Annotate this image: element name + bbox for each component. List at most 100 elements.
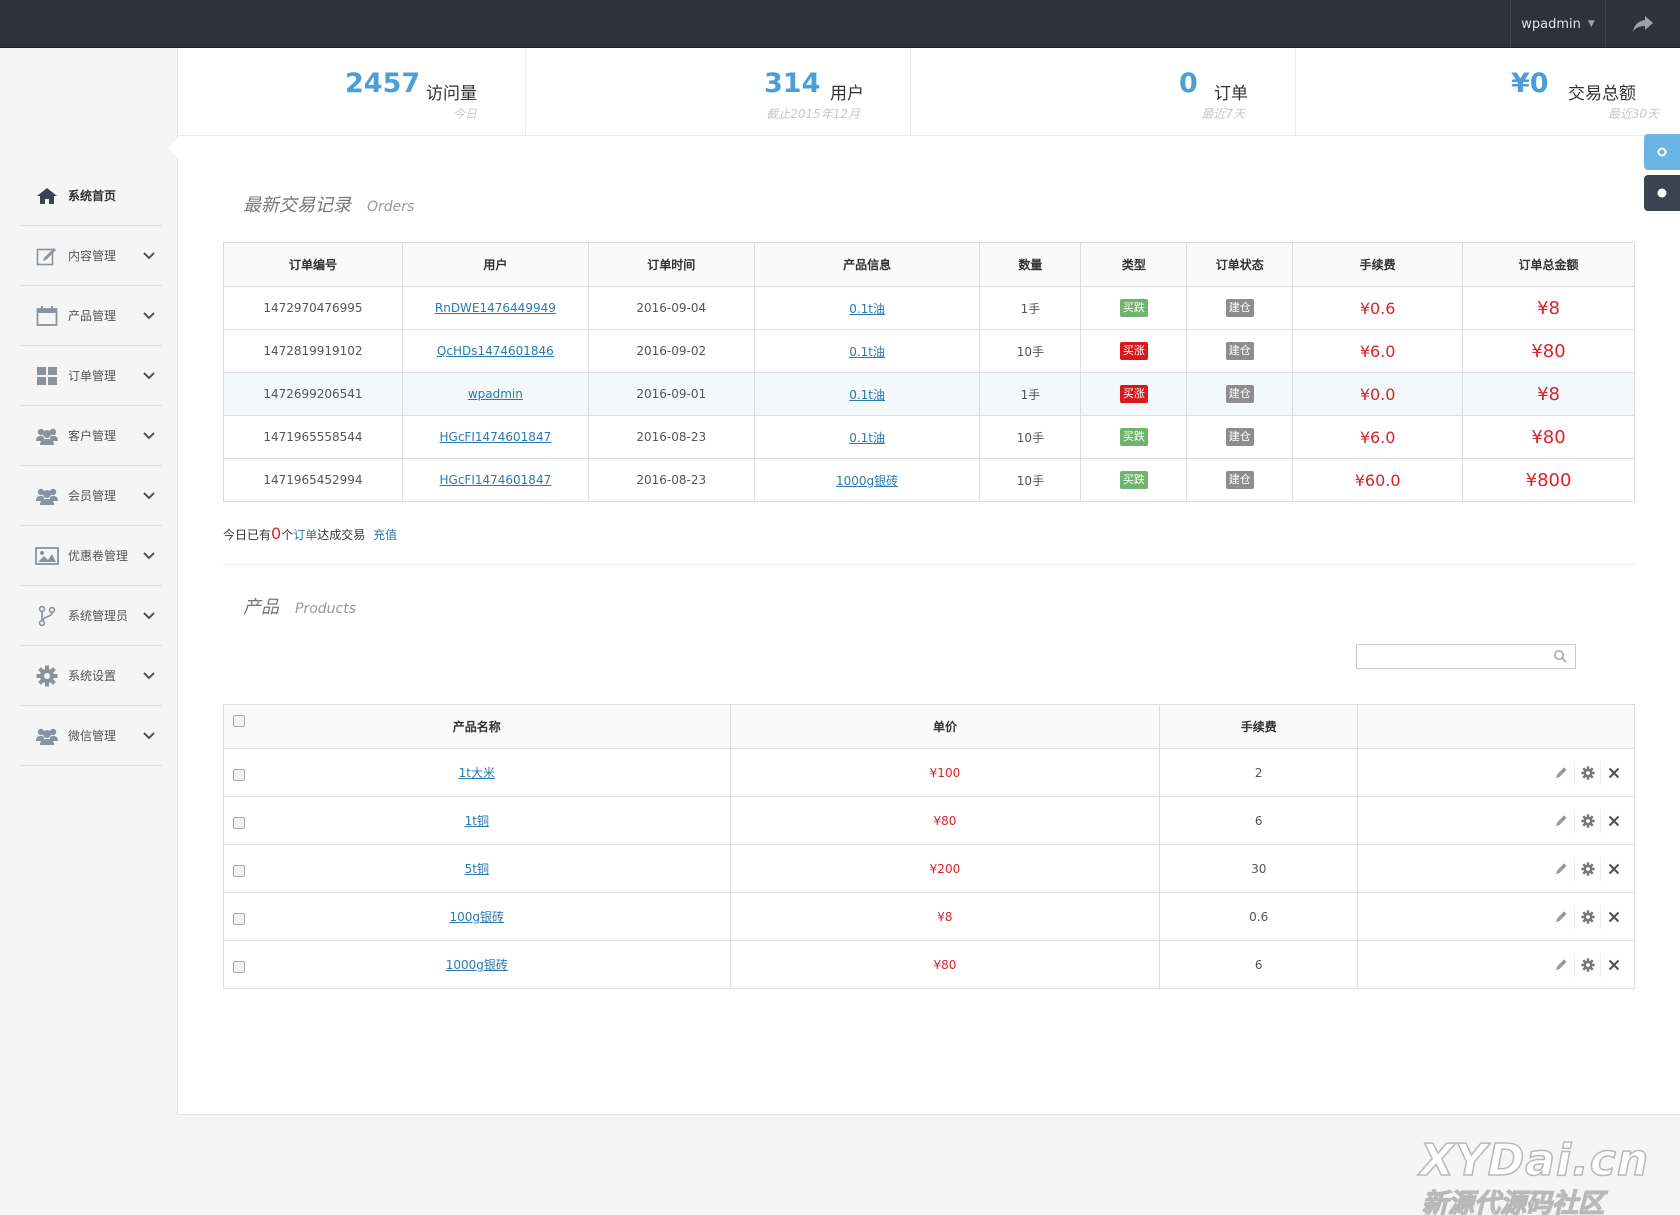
user-link[interactable]: HGcFI1474601847 bbox=[439, 430, 552, 444]
type-badge: 买涨 bbox=[1119, 385, 1148, 403]
sidebar-item[interactable]: 系统管理员 bbox=[20, 586, 162, 646]
sidebar-item[interactable]: 会员管理 bbox=[20, 466, 162, 526]
user-link[interactable]: QcHDs1474601846 bbox=[436, 344, 554, 358]
stats-bar: 2457 访问量 今日 314 用户 截止2015年12月 0 订单 最近7天 … bbox=[178, 48, 1680, 136]
sidebar-item[interactable]: 优惠卷管理 bbox=[20, 526, 162, 586]
delete-close-icon[interactable] bbox=[1600, 808, 1626, 833]
fee-value: ¥0.6 bbox=[1292, 286, 1464, 330]
table-row: 1471965452994 HGcFI1474601847 2016-08-23 10… bbox=[223, 458, 1635, 502]
logout-button[interactable] bbox=[1606, 0, 1680, 48]
user-link[interactable]: HGcFI1474601847 bbox=[439, 473, 552, 487]
stat-value: 314 bbox=[764, 68, 821, 99]
product-link[interactable]: 0.1t油 bbox=[849, 301, 885, 316]
sidebar-item[interactable]: 订单管理 bbox=[20, 346, 162, 406]
users-icon bbox=[34, 723, 60, 749]
fee-value: ¥6.0 bbox=[1292, 415, 1464, 459]
main-content: 2457 访问量 今日 314 用户 截止2015年12月 0 订单 最近7天 … bbox=[177, 48, 1680, 1115]
settings-gear-icon[interactable] bbox=[1574, 952, 1600, 977]
product-fee: 2 bbox=[1159, 748, 1359, 797]
sidebar-item-label: 微信管理 bbox=[68, 729, 117, 743]
edit-pencil-icon[interactable] bbox=[1548, 857, 1574, 881]
edit-pencil-icon[interactable] bbox=[1548, 809, 1574, 833]
stat-subtitle: 截止2015年12月 bbox=[766, 107, 860, 121]
sidebar-item[interactable]: 微信管理 bbox=[20, 706, 162, 766]
product-name-link[interactable]: 100g银砖 bbox=[449, 910, 505, 924]
product-link[interactable]: 0.1t油 bbox=[849, 387, 885, 402]
delete-close-icon[interactable] bbox=[1600, 760, 1626, 785]
theme-toggle-tab-blue[interactable] bbox=[1644, 134, 1680, 170]
product-fee: 0.6 bbox=[1159, 892, 1359, 941]
row-checkbox[interactable] bbox=[233, 769, 245, 781]
edit-pencil-icon[interactable] bbox=[1548, 905, 1574, 929]
row-checkbox[interactable] bbox=[233, 817, 245, 829]
row-actions bbox=[1358, 856, 1634, 881]
username-label: wpadmin bbox=[1521, 16, 1581, 32]
row-checkbox[interactable] bbox=[233, 913, 245, 925]
watermark-logo: XYDai.cn 新源代源码社区 bbox=[1419, 1134, 1670, 1215]
product-link[interactable]: 0.1t油 bbox=[849, 430, 885, 445]
status-badge: 建仓 bbox=[1225, 299, 1254, 317]
sidebar-item[interactable]: 内容管理 bbox=[20, 226, 162, 286]
user-menu-dropdown[interactable]: wpadmin ▼ bbox=[1510, 0, 1606, 48]
delete-close-icon[interactable] bbox=[1600, 856, 1626, 881]
delete-close-icon[interactable] bbox=[1600, 952, 1626, 977]
settings-gear-icon[interactable] bbox=[1574, 760, 1600, 785]
search-icon[interactable] bbox=[1553, 649, 1567, 663]
status-badge: 建仓 bbox=[1225, 342, 1254, 360]
settings-gear-icon[interactable] bbox=[1574, 904, 1600, 929]
type-badge: 买跌 bbox=[1119, 428, 1148, 446]
row-checkbox[interactable] bbox=[233, 961, 245, 973]
select-all-checkbox[interactable] bbox=[233, 715, 245, 727]
row-checkbox[interactable] bbox=[233, 865, 245, 877]
settings-gear-icon[interactable] bbox=[1574, 856, 1600, 881]
sidebar-item[interactable]: 客户管理 bbox=[20, 406, 162, 466]
product-name-link[interactable]: 5t铜 bbox=[464, 862, 489, 876]
product-link[interactable]: 0.1t油 bbox=[849, 344, 885, 359]
table-row: 100g银砖 ¥8 0.6 bbox=[223, 892, 1635, 941]
settings-gear-icon[interactable] bbox=[1574, 808, 1600, 833]
column-header: 订单状态 bbox=[1186, 242, 1294, 287]
stat-visits: 2457 访问量 今日 bbox=[178, 48, 526, 136]
order-quantity: 10手 bbox=[979, 415, 1082, 459]
column-header: 订单编号 bbox=[223, 242, 403, 287]
fee-value: ¥6.0 bbox=[1292, 329, 1464, 373]
row-actions bbox=[1358, 904, 1634, 929]
share-arrow-icon bbox=[1633, 16, 1653, 32]
summary-orders-link[interactable]: 订单 bbox=[293, 528, 318, 542]
column-header: 类型 bbox=[1080, 242, 1188, 287]
product-name-link[interactable]: 1t铜 bbox=[464, 814, 489, 828]
recharge-link[interactable]: 充值 bbox=[373, 528, 398, 542]
sidebar-item[interactable]: 系统设置 bbox=[20, 646, 162, 706]
unit-price: ¥8 bbox=[729, 892, 1161, 941]
product-name-link[interactable]: 1t大米 bbox=[458, 766, 495, 780]
circle-outline-icon bbox=[1657, 147, 1667, 157]
product-name-link[interactable]: 1000g银砖 bbox=[445, 958, 508, 972]
stat-label: 用户 bbox=[830, 84, 864, 104]
today-summary: 今日已有0个订单达成交易 充值 bbox=[223, 524, 397, 543]
type-badge: 买跌 bbox=[1119, 299, 1148, 317]
fee-value: ¥60.0 bbox=[1292, 458, 1464, 502]
product-link[interactable]: 1000g银砖 bbox=[836, 473, 899, 488]
sidebar-item-label: 系统设置 bbox=[68, 669, 117, 683]
circle-dot-icon bbox=[1657, 188, 1667, 198]
column-header: 产品信息 bbox=[753, 242, 981, 287]
user-link[interactable]: RnDWE1476449949 bbox=[434, 301, 556, 315]
stat-subtitle: 今日 bbox=[452, 107, 477, 121]
product-fee: 6 bbox=[1159, 940, 1359, 989]
total-value: ¥80 bbox=[1462, 415, 1635, 459]
search-input[interactable] bbox=[1357, 645, 1547, 668]
column-header: 订单总金额 bbox=[1462, 242, 1635, 287]
sidebar-item[interactable]: 产品管理 bbox=[20, 286, 162, 346]
sidebar-item-label: 内容管理 bbox=[68, 249, 117, 263]
table-row: 1472819919102 QcHDs1474601846 2016-09-02 0.… bbox=[223, 329, 1635, 373]
products-title: 产品 bbox=[243, 597, 279, 618]
delete-close-icon[interactable] bbox=[1600, 904, 1626, 929]
edit-pencil-icon[interactable] bbox=[1548, 953, 1574, 977]
stat-label: 订单 bbox=[1214, 84, 1248, 104]
edit-pencil-icon[interactable] bbox=[1548, 761, 1574, 785]
stat-subtitle: 最近7天 bbox=[1201, 107, 1245, 121]
theme-toggle-tab-dark[interactable] bbox=[1644, 175, 1680, 211]
sidebar-item[interactable]: 系统首页 bbox=[20, 166, 162, 226]
sidebar-item-label: 产品管理 bbox=[68, 309, 117, 323]
user-link[interactable]: wpadmin bbox=[467, 387, 523, 401]
